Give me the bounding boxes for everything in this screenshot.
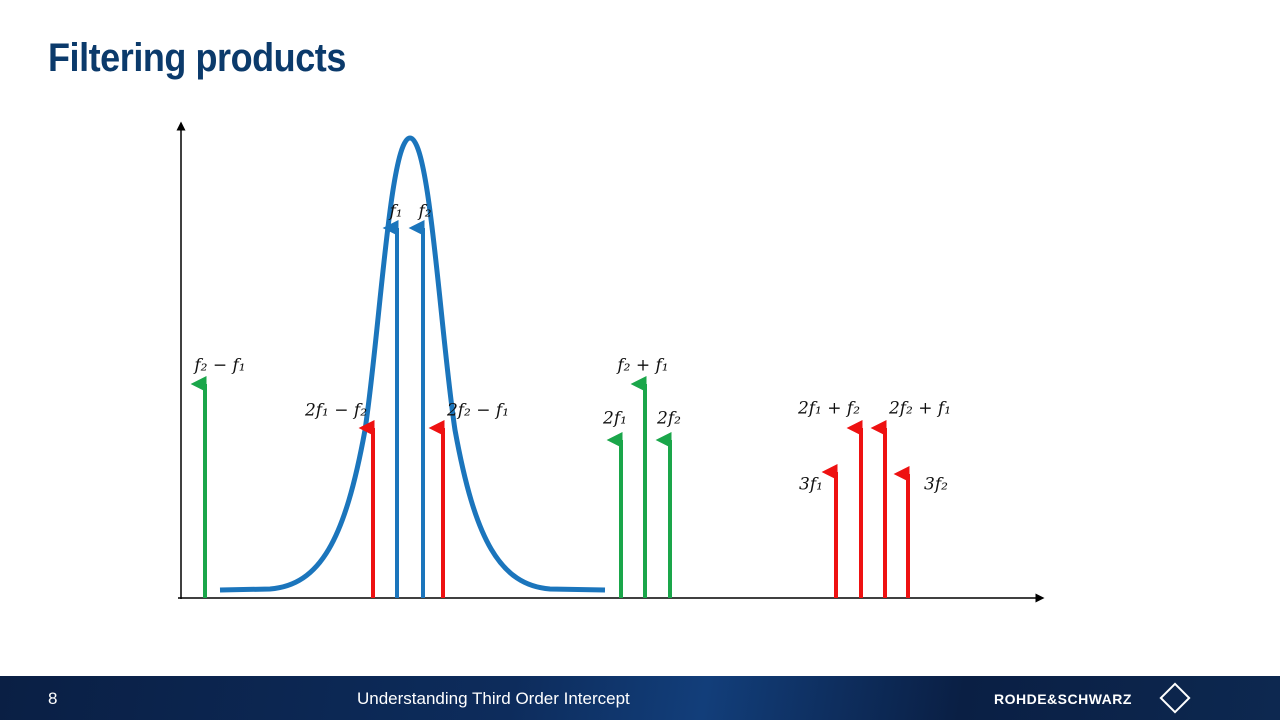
- label: 2f₂ − f₁: [446, 401, 509, 421]
- label: 2f₁ − f₂: [304, 401, 367, 421]
- diagram: f₂ − f₁ f₁ f₂ 2f₁ − f₂ 2f₂ − f₁ f₂ + f₁ …: [176, 121, 1045, 603]
- slide-title: Filtering products: [48, 36, 346, 80]
- label: f₂ + f₁: [615, 356, 668, 376]
- label: 2f₁: [602, 409, 627, 429]
- footer: 8 Understanding Third Order Intercept RO…: [0, 676, 1280, 720]
- label: f₂ − f₁: [192, 356, 245, 376]
- arrows: [190, 220, 910, 598]
- label: f₂: [416, 202, 431, 222]
- label: f₁: [387, 202, 402, 222]
- label: 2f₁ + f₂: [797, 399, 860, 419]
- label: 3f₁: [799, 475, 823, 495]
- footer-title: Understanding Third Order Intercept: [357, 689, 630, 708]
- brand-logo: [1159, 682, 1191, 714]
- filter-curve: [219, 135, 606, 593]
- label: 2f₂ + f₁: [888, 399, 951, 419]
- label: 2f₂: [656, 409, 681, 429]
- brand: ROHDE&SCHWARZ: [994, 691, 1132, 707]
- label: 3f₂: [924, 475, 948, 495]
- page-number: 8: [48, 689, 58, 708]
